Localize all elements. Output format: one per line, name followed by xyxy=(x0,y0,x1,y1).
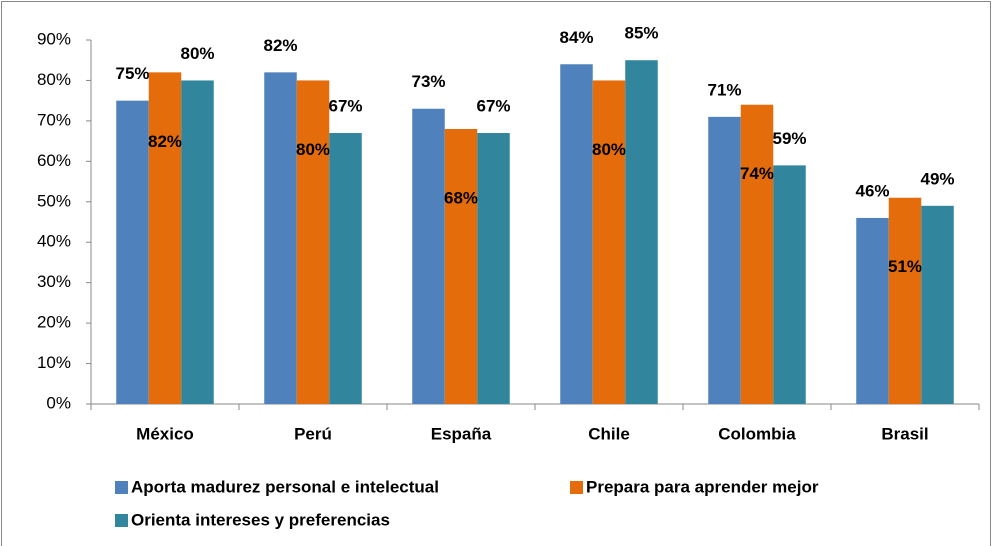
data-label: 74% xyxy=(740,164,774,183)
bar xyxy=(560,64,593,405)
bar xyxy=(181,80,214,404)
data-label: 68% xyxy=(444,188,478,207)
x-tick-label: Colombia xyxy=(718,424,796,443)
data-label: 49% xyxy=(920,169,954,188)
data-label: 67% xyxy=(476,97,510,116)
y-tick-label: 70% xyxy=(37,110,71,129)
y-tick-label: 20% xyxy=(37,313,71,332)
bar xyxy=(856,217,889,404)
y-tick-label: 50% xyxy=(37,191,71,210)
data-label: 51% xyxy=(888,257,922,276)
bar xyxy=(921,205,954,404)
bar xyxy=(444,128,478,404)
bar xyxy=(477,133,510,404)
legend-label: Aporta madurez personal e intelectual xyxy=(131,477,439,496)
legend-label: Orienta intereses y preferencias xyxy=(131,510,390,529)
x-tick-label: Brasil xyxy=(881,424,928,443)
bar xyxy=(116,100,149,405)
y-tick-label: 10% xyxy=(37,353,71,372)
bar xyxy=(264,72,297,404)
bar xyxy=(708,116,741,404)
bar xyxy=(888,197,922,404)
y-tick-label: 60% xyxy=(37,151,71,170)
legend-swatch xyxy=(570,481,583,494)
bar xyxy=(296,80,330,404)
data-label: 75% xyxy=(115,64,149,83)
data-label: 80% xyxy=(180,44,214,63)
y-tick-label: 80% xyxy=(37,70,71,89)
bar xyxy=(148,72,182,404)
bar xyxy=(592,80,626,404)
legend-label: Prepara para aprender mejor xyxy=(586,477,819,496)
y-tick-label: 90% xyxy=(37,29,71,48)
data-label: 71% xyxy=(707,80,741,99)
data-label: 82% xyxy=(263,36,297,55)
y-tick-label: 0% xyxy=(46,393,71,412)
data-label: 67% xyxy=(328,97,362,116)
bar xyxy=(740,104,774,404)
data-label: 46% xyxy=(855,181,889,200)
data-label: 80% xyxy=(296,140,330,159)
data-label: 85% xyxy=(624,24,658,43)
x-tick-label: Chile xyxy=(588,424,630,443)
data-label: 73% xyxy=(411,72,445,91)
x-tick-label: Perú xyxy=(294,424,332,443)
legend-swatch xyxy=(115,514,128,527)
data-label: 59% xyxy=(772,129,806,148)
bar xyxy=(625,60,658,404)
y-tick-label: 30% xyxy=(37,272,71,291)
bar xyxy=(329,133,362,404)
x-tick-label: España xyxy=(431,424,492,443)
data-label: 84% xyxy=(559,28,593,47)
data-label: 82% xyxy=(148,132,182,151)
legend-swatch xyxy=(115,481,128,494)
bar xyxy=(773,165,806,404)
y-tick-label: 40% xyxy=(37,232,71,251)
x-tick-label: México xyxy=(136,424,194,443)
data-label: 80% xyxy=(592,140,626,159)
bar xyxy=(412,108,445,404)
